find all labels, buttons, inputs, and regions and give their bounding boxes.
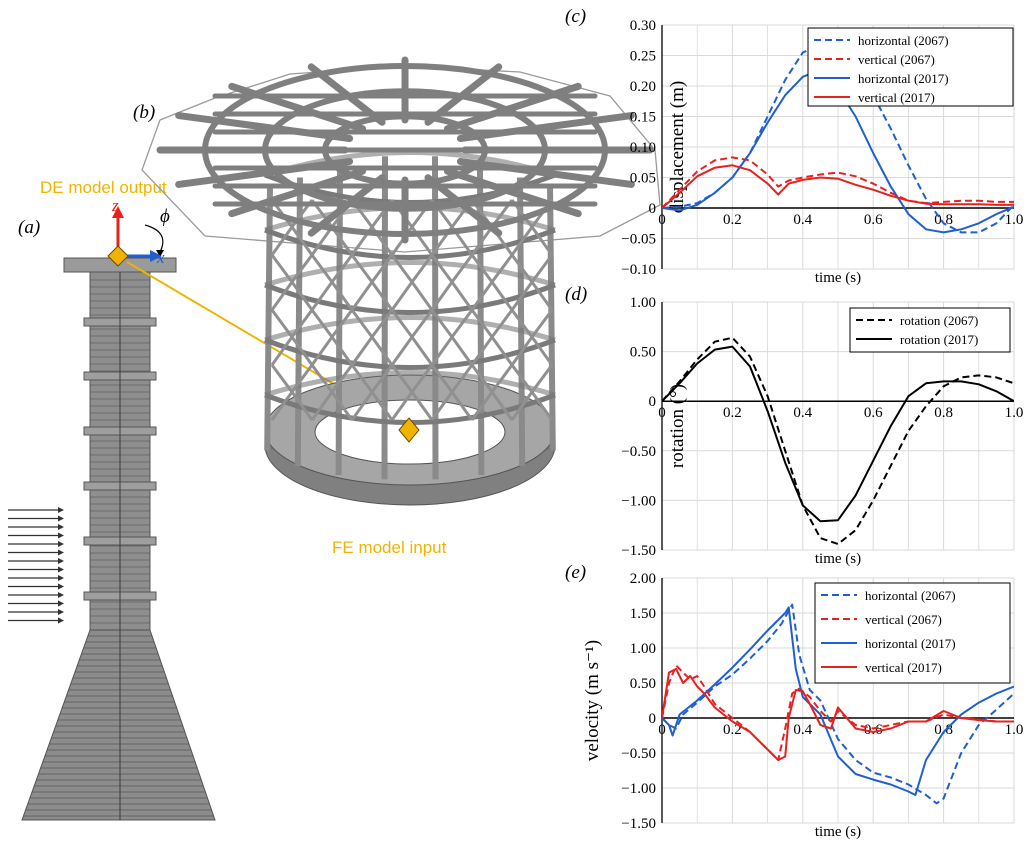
panel-label-e: (e) (565, 562, 586, 583)
wind-arrow-head (58, 575, 64, 581)
wind-arrow-head (58, 524, 64, 530)
x-tick-label: 0.2 (723, 212, 742, 228)
x-tick-label: 0.2 (723, 405, 742, 421)
de-model-output-label: DE model output (40, 178, 167, 197)
series-line (662, 164, 1014, 209)
series-line (662, 345, 1014, 523)
legend-entry: horizontal (2017) (858, 71, 949, 86)
y-axis-label: rotation (°) (667, 384, 688, 468)
x-tick-label: 0.6 (864, 405, 883, 421)
y-tick-label: 0 (649, 394, 657, 410)
series-line (662, 668, 1014, 761)
x-tick-label: 0.6 (864, 212, 883, 228)
x-tick-label: 0.4 (793, 405, 812, 421)
x-tick-label: 0.8 (934, 405, 953, 421)
wind-arrow-head (58, 549, 64, 556)
x-tick-label: 1.0 (1005, 212, 1024, 228)
y-tick-label: 0.50 (630, 345, 656, 361)
y-tick-label: −1.50 (621, 816, 656, 832)
x-axis-label: x (156, 248, 165, 267)
legend-entry: vertical (2017) (858, 90, 935, 105)
x-axis-label: time (s) (815, 270, 861, 286)
x-axis-label: time (s) (815, 824, 861, 840)
panel-label-c: (c) (565, 6, 586, 27)
legend-box (849, 307, 1011, 353)
x-tick-label: 0.4 (793, 212, 812, 228)
x-tick-label: 0.4 (793, 722, 812, 738)
y-tick-label: 0.15 (630, 110, 656, 126)
series-line (662, 603, 1014, 805)
y-tick-label: −1.00 (621, 493, 656, 509)
series-line (662, 664, 1014, 761)
wind-arrow-head (58, 600, 64, 607)
panel-label-b: (b) (133, 102, 155, 123)
x-tick-label: 0.2 (723, 722, 742, 738)
x-tick-label: 1.0 (1005, 405, 1024, 421)
wind-arrow-head (58, 592, 64, 598)
legend-entry: rotation (2017) (900, 332, 978, 347)
z-axis-label: z (111, 196, 119, 215)
x-tick-label: 1.0 (1005, 722, 1024, 738)
y-tick-label: 1.50 (630, 606, 656, 622)
wind-arrow-head (58, 617, 64, 624)
y-tick-label: 2.00 (630, 571, 656, 587)
de-output-marker (107, 245, 129, 267)
wind-arrow-head (58, 583, 64, 590)
x-tick-label: 0 (658, 212, 666, 228)
legend-entry: vertical (2067) (865, 612, 942, 627)
series-line (662, 156, 1014, 209)
panel-label-d: (d) (565, 284, 587, 305)
y-tick-label: −0.50 (621, 444, 656, 460)
x-axis-label: time (s) (815, 551, 861, 567)
fe-input-marker (398, 417, 420, 443)
legend-entry: vertical (2067) (858, 52, 935, 67)
legend-entry: vertical (2017) (865, 660, 942, 675)
x-tick-label: 0 (658, 405, 666, 421)
fe-model-input-label: FE model input (332, 538, 447, 557)
chart-rotation: −1.50 −1.00 −0.50 0 0.50 1.00 0 0.2 0.4 0.6 0.8 1.0… (621, 295, 1023, 567)
y-tick-label: 0.20 (630, 79, 656, 95)
wind-arrow-head (58, 558, 64, 564)
wind-arrow-head (58, 609, 64, 615)
wind-arrow-head (58, 515, 64, 522)
y-tick-label: −1.00 (621, 781, 656, 797)
wind-arrow-head (58, 541, 64, 547)
y-tick-label: −0.50 (621, 746, 656, 762)
y-tick-label: 0 (649, 711, 657, 727)
y-tick-label: 1.00 (630, 641, 656, 657)
y-tick-label: 0 (649, 201, 657, 217)
y-tick-label: 0.10 (630, 140, 656, 156)
wind-load-arrows (8, 507, 64, 624)
x-tick-label: 0 (658, 722, 666, 738)
y-tick-label: −1.50 (621, 543, 656, 559)
series-line (662, 336, 1014, 545)
y-tick-label: 0.30 (630, 18, 656, 34)
panel-label-a: (a) (18, 217, 40, 238)
tower-model (21, 257, 216, 821)
legend-entry: rotation (2067) (900, 313, 978, 328)
y-tick-label: 0.50 (630, 676, 656, 692)
legend-entry: horizontal (2017) (865, 636, 956, 651)
wind-arrow-head (58, 532, 64, 539)
wind-arrow-head (58, 507, 64, 513)
phi-angle-label: ϕ (160, 206, 170, 227)
wind-arrow-head (58, 566, 64, 573)
y-tick-label: −0.05 (621, 232, 656, 248)
y-tick-label: −0.10 (621, 262, 656, 278)
y-tick-label: 0.05 (630, 171, 656, 187)
fe-lattice-model (141, 56, 661, 506)
legend-entry: horizontal (2067) (858, 33, 949, 48)
y-axis-label: displacement (m) (667, 81, 688, 213)
x-tick-label: 0.6 (864, 722, 883, 738)
y-tick-label: 0.25 (630, 49, 656, 65)
y-tick-label: 1.00 (630, 295, 656, 311)
y-axis-label: velocity (m s⁻¹) (582, 640, 603, 761)
legend-entry: horizontal (2067) (865, 588, 956, 603)
